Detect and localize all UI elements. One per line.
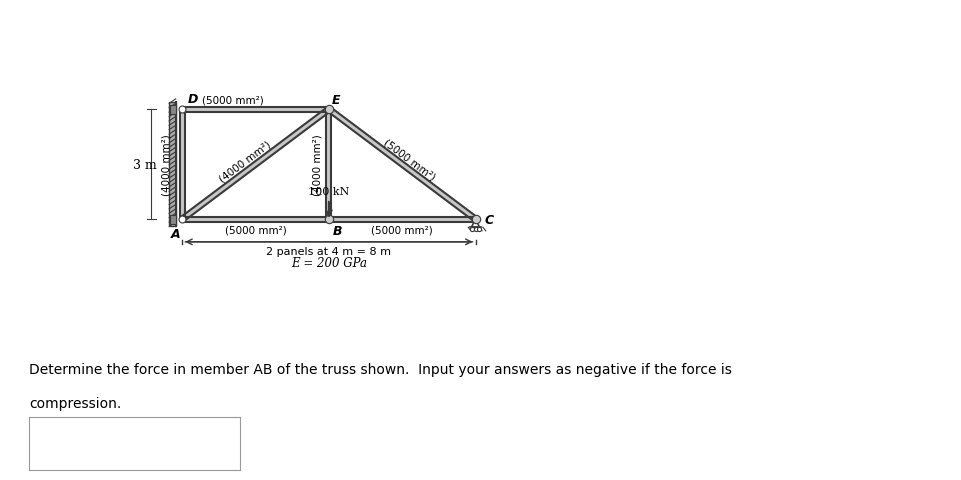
Polygon shape bbox=[183, 108, 329, 112]
Bar bbox=[169, 103, 176, 227]
Text: compression.: compression. bbox=[29, 396, 121, 410]
Text: (4000 mm²): (4000 mm²) bbox=[216, 139, 272, 184]
Text: E = 200 GPa: E = 200 GPa bbox=[290, 256, 366, 269]
Text: 2 panels at 4 m = 8 m: 2 panels at 4 m = 8 m bbox=[266, 247, 391, 257]
Text: (4000 mm²): (4000 mm²) bbox=[161, 134, 172, 196]
Polygon shape bbox=[181, 108, 331, 222]
Text: C: C bbox=[484, 213, 493, 226]
Text: A: A bbox=[171, 228, 181, 240]
Text: 100 kN: 100 kN bbox=[308, 187, 349, 197]
Polygon shape bbox=[329, 217, 475, 222]
Text: (5000 mm²): (5000 mm²) bbox=[225, 225, 286, 235]
Text: 3 m: 3 m bbox=[133, 158, 157, 171]
Polygon shape bbox=[180, 110, 185, 220]
Text: (4000 mm²): (4000 mm²) bbox=[312, 134, 322, 196]
Text: Determine the force in member AB of the truss shown.  Input your answers as nega: Determine the force in member AB of the … bbox=[29, 362, 731, 376]
Polygon shape bbox=[326, 110, 332, 220]
Polygon shape bbox=[327, 108, 477, 222]
Text: B: B bbox=[333, 224, 342, 237]
Polygon shape bbox=[183, 217, 329, 222]
Text: (5000 mm²): (5000 mm²) bbox=[202, 95, 264, 105]
Text: D: D bbox=[187, 93, 198, 106]
Text: (5000 mm²): (5000 mm²) bbox=[382, 137, 437, 182]
Bar bbox=[170, 106, 176, 114]
Text: E: E bbox=[332, 93, 340, 106]
Text: (5000 mm²): (5000 mm²) bbox=[371, 225, 432, 235]
Bar bbox=[170, 215, 176, 224]
